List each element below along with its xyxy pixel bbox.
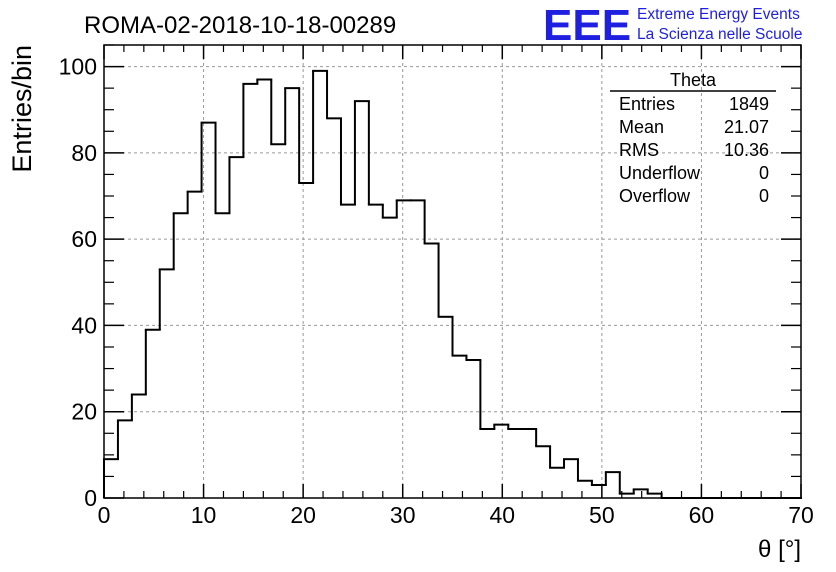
stats-row-label: Mean [619,117,664,137]
logo-mark: EEE [543,1,631,50]
stats-rows: Entries 1849 Mean 21.07 RMS 10.36 Underflow 0 Ov… [619,94,769,206]
grid-lines [104,45,801,498]
y-tick-label: 60 [71,226,97,252]
stats-row-value: 10.36 [724,140,769,160]
x-tick-label: 50 [589,502,615,528]
x-tick-label: 10 [191,502,217,528]
stats-box: Theta Entries 1849 Mean 21.07 RMS 10.36 Underf… [610,70,776,206]
y-axis-label: Entries/bin [7,45,37,173]
x-tick-label: 20 [290,502,316,528]
y-tick-label: 0 [84,485,97,511]
x-tick-label: 40 [489,502,515,528]
stats-title: Theta [670,70,717,90]
x-tick-label: 30 [390,502,416,528]
x-tick-labels: 0 10 20 30 40 50 60 70 [98,502,814,528]
x-tick-label: 60 [689,502,715,528]
plot-frame [103,44,802,499]
y-tick-label: 20 [71,399,97,425]
stats-row-label: RMS [619,140,659,160]
stats-row-label: Entries [619,94,675,114]
y-tick-labels: 0 20 40 60 80 100 [59,54,97,511]
y-tick-label: 100 [59,54,97,80]
axis-ticks [103,44,802,499]
logo-line-1: Extreme Energy Events [637,6,800,23]
y-tick-label: 80 [71,140,97,166]
x-tick-label: 0 [98,502,111,528]
stats-row-value: 21.07 [724,117,769,137]
logo-line-2: La Scienza nelle Scuole [637,26,802,43]
stats-row-value: 0 [759,186,769,206]
histogram-bars [103,69,802,499]
x-axis-label: θ [°] [758,536,801,563]
eee-logo: EEE Extreme Energy Events La Scienza nel… [543,1,802,50]
x-tick-label: 70 [788,502,814,528]
y-tick-label: 40 [71,312,97,338]
stats-row-label: Underflow [619,163,701,183]
stats-row-label: Overflow [619,186,691,206]
chart-title: ROMA-02-2018-10-18-00289 [84,12,396,39]
stats-row-value: 0 [759,163,769,183]
stats-row-value: 1849 [729,94,769,114]
